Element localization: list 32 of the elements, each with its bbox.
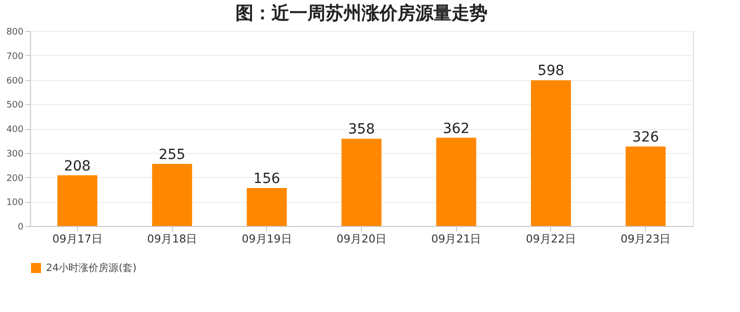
bar — [57, 175, 98, 226]
data-label: 156 — [253, 170, 280, 187]
x-tick-label: 09月18日 — [147, 232, 198, 246]
x-tick-label: 09月19日 — [242, 232, 292, 246]
y-tick-label: 800 — [6, 28, 24, 38]
data-label: 208 — [64, 158, 91, 174]
y-tick-label: 0 — [18, 222, 24, 232]
y-tick-label: 600 — [6, 76, 24, 86]
y-tick-label: 100 — [6, 198, 24, 208]
y-tick-label: 200 — [6, 174, 24, 184]
x-tick-label: 09月20日 — [336, 232, 386, 246]
y-tick-label: 400 — [6, 125, 24, 135]
chart-title: 图：近一周苏州涨价房源量走势 — [236, 3, 488, 24]
bar — [152, 164, 192, 226]
bar — [530, 80, 571, 226]
bar — [342, 138, 382, 226]
data-label: 255 — [158, 146, 186, 163]
data-label: 326 — [632, 130, 660, 146]
data-label: 358 — [348, 122, 375, 138]
x-tick-label: 09月21日 — [431, 232, 482, 246]
x-tick-label: 09月23日 — [620, 232, 671, 246]
x-tick-label: 09月17日 — [52, 232, 102, 246]
y-tick-label: 300 — [6, 149, 24, 160]
bar — [626, 146, 666, 226]
legend-label: 24小时涨价房源(套) — [46, 262, 137, 274]
y-tick-label: 700 — [6, 52, 24, 62]
bar — [246, 188, 287, 226]
bar — [436, 138, 476, 226]
x-tick-label: 09月22日 — [526, 232, 576, 246]
y-tick-label: 500 — [6, 100, 24, 111]
data-label: 362 — [442, 120, 470, 137]
data-label: 598 — [538, 63, 564, 80]
